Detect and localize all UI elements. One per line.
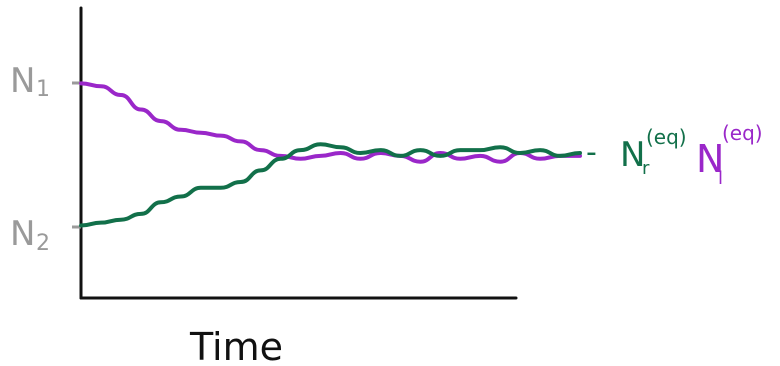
y-label-n1-main: N bbox=[10, 61, 35, 101]
legend-green-sub: r bbox=[642, 158, 650, 179]
x-axis-label: Time bbox=[189, 325, 283, 366]
legend-purple-sup: (eq) bbox=[722, 121, 763, 145]
legend-green-main: N bbox=[620, 135, 645, 175]
legend-purple: N l (eq) bbox=[696, 121, 763, 189]
series-line-purple bbox=[79, 81, 582, 164]
legend-green-dash: - bbox=[586, 135, 597, 170]
y-label-n2-main: N bbox=[10, 214, 35, 254]
legend-green: - N r (eq) bbox=[586, 125, 687, 179]
legend-purple-sub: l bbox=[718, 168, 723, 189]
series-line-green bbox=[79, 142, 582, 228]
series-layer bbox=[79, 81, 582, 228]
y-label-n2-sub: 2 bbox=[36, 231, 50, 256]
y-label-n1: N 1 bbox=[10, 61, 50, 102]
legend-purple-main: N bbox=[696, 137, 724, 181]
y-label-n1-sub: 1 bbox=[36, 77, 50, 102]
legend-green-sup: (eq) bbox=[646, 125, 687, 149]
y-label-n2: N 2 bbox=[10, 214, 50, 256]
